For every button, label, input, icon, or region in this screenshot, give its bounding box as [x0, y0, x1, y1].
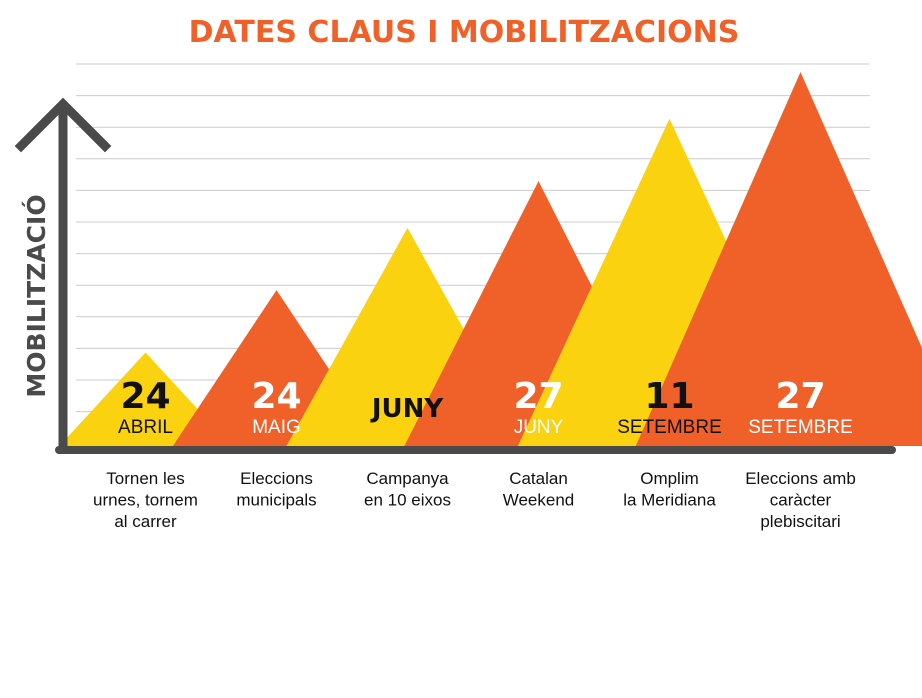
peak-6: [635, 72, 922, 446]
event-label-line: al carrer: [114, 512, 177, 531]
y-axis-arrow: [14, 97, 112, 153]
event-label-line: Weekend: [503, 491, 575, 510]
peak-month-label: JUNY: [514, 417, 564, 438]
y-axis-label: MOBILITZACIÓ: [21, 194, 51, 397]
event-label-line: Eleccions amb: [745, 469, 856, 488]
event-label-line: plebiscitari: [760, 512, 840, 531]
peak-month-label: MAIG: [252, 417, 301, 438]
peak-month-label: SETEMBRE: [617, 417, 722, 438]
event-label: Eleccions municipals: [236, 469, 316, 510]
peak-day-label: 27: [513, 376, 563, 417]
peak-month-label: SETEMBRE: [748, 417, 853, 438]
event-label-line: Omplim: [640, 469, 699, 488]
event-label: Omplim la Meridiana: [623, 469, 716, 510]
chart-title: DATES CLAUS I MOBILITZACIONS: [189, 15, 740, 50]
event-label: Catalan Weekend: [503, 469, 575, 510]
event-label: Tornen les urnes, tornem al carrer: [93, 469, 198, 531]
event-label-line: Eleccions: [240, 469, 313, 488]
event-label: Eleccions amb caràcter plebiscitari: [745, 469, 856, 531]
event-label-line: en 10 eixos: [364, 491, 451, 510]
event-label-line: Campanya: [366, 469, 449, 488]
peak-month-label: JUNY: [370, 394, 445, 424]
peak-day-label: 24: [251, 376, 301, 417]
event-label-line: municipals: [236, 491, 316, 510]
event-labels: Tornen les urnes, tornem al carrer Eleccion…: [93, 469, 856, 531]
event-label-line: Catalan: [509, 469, 568, 488]
peaks: [59, 72, 922, 447]
peak-day-label: 27: [775, 376, 825, 417]
event-label: Campanya en 10 eixos: [364, 469, 451, 510]
peak-month-label: ABRIL: [118, 417, 173, 438]
peak-day-label: 24: [120, 376, 170, 417]
event-label-line: la Meridiana: [623, 491, 716, 510]
y-axis: [14, 97, 112, 452]
event-label-line: urnes, tornem: [93, 491, 198, 510]
event-label-line: caràcter: [770, 491, 832, 510]
peak-day-label: 11: [644, 376, 694, 417]
event-label-line: Tornen les: [106, 469, 184, 488]
